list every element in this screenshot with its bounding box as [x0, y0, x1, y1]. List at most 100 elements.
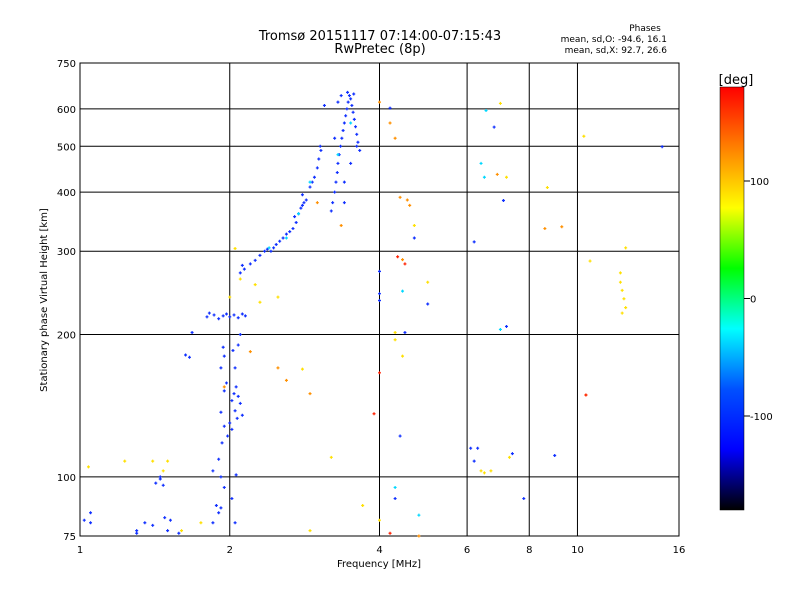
data-point — [238, 277, 242, 281]
data-point — [495, 172, 499, 176]
x-axis-ticks: 1 2 4 6 8 10 16 — [77, 545, 686, 556]
data-point — [417, 534, 421, 538]
data-point — [329, 209, 333, 213]
x-tick-label: 4 — [376, 545, 382, 556]
data-point — [588, 259, 592, 263]
data-point — [403, 330, 407, 334]
data-point — [393, 497, 397, 501]
data-point — [378, 518, 381, 522]
y-tick-label: 300 — [57, 247, 76, 258]
data-point — [620, 288, 624, 292]
data-point — [187, 355, 191, 359]
colorbar-label: [deg] — [719, 73, 754, 88]
data-point — [319, 148, 323, 152]
data-point — [265, 247, 269, 251]
data-point — [560, 225, 564, 229]
stats-line-x: mean, sd,X: 92.7, 26.6 — [565, 46, 668, 56]
data-point — [212, 313, 216, 317]
colorbar-gradient — [719, 86, 745, 511]
data-point — [315, 166, 319, 170]
data-point — [253, 283, 257, 287]
data-point — [151, 523, 155, 527]
data-point — [177, 531, 181, 535]
data-point — [234, 473, 238, 477]
data-point — [199, 521, 203, 525]
data-point — [308, 529, 312, 533]
data-point — [308, 180, 312, 184]
data-point — [217, 317, 221, 321]
data-point — [300, 193, 304, 197]
data-point — [482, 175, 486, 179]
data-point — [507, 455, 511, 459]
data-point — [342, 201, 346, 205]
data-point — [228, 421, 232, 425]
data-point — [253, 258, 257, 262]
data-point — [624, 246, 628, 250]
data-point — [161, 469, 165, 473]
data-point — [308, 185, 312, 189]
x-tick-label: 16 — [673, 545, 686, 556]
data-point — [339, 144, 343, 148]
data-point — [233, 409, 237, 413]
data-point — [342, 121, 346, 125]
data-point — [660, 145, 664, 149]
data-point — [222, 485, 226, 489]
data-point — [426, 280, 430, 284]
y-tick-label: 200 — [57, 331, 76, 342]
data-point — [341, 128, 345, 132]
data-point — [403, 262, 407, 266]
data-point — [219, 410, 223, 414]
data-point — [329, 455, 333, 459]
data-point — [221, 314, 225, 318]
data-point — [230, 497, 234, 501]
data-point — [393, 485, 397, 489]
data-point — [243, 314, 247, 318]
data-point — [405, 198, 409, 202]
stats-line-o: mean, sd,O: -94.6, 16.1 — [561, 35, 667, 45]
data-point — [166, 529, 170, 533]
data-point — [228, 315, 232, 319]
chart-title: Tromsø 20151117 07:14:00-07:15:43 — [258, 29, 501, 44]
data-point — [220, 441, 224, 445]
data-point — [304, 198, 308, 202]
data-point — [135, 531, 139, 535]
data-point — [372, 412, 376, 416]
data-point — [412, 236, 416, 240]
data-point — [284, 236, 288, 240]
data-point — [284, 232, 288, 236]
data-point — [624, 306, 628, 310]
colorbar-tick-label: 0 — [750, 295, 756, 306]
y-axis-ticks: 75 100 200 300 400 500 600 750 — [57, 59, 76, 543]
data-point — [274, 242, 278, 246]
data-point — [620, 311, 624, 315]
data-point — [205, 315, 209, 319]
data-point — [489, 469, 493, 473]
data-point — [378, 100, 381, 104]
data-point — [388, 106, 392, 110]
data-point — [335, 171, 339, 175]
data-point — [336, 100, 340, 104]
data-point — [154, 481, 158, 485]
data-point — [190, 330, 194, 334]
data-point — [618, 271, 622, 275]
x-tick-label: 10 — [571, 545, 584, 556]
data-point — [361, 504, 365, 508]
data-point — [163, 516, 167, 520]
data-point — [238, 333, 242, 337]
data-point — [276, 366, 280, 370]
data-point — [219, 366, 223, 370]
colorbar-tick-label: -100 — [750, 412, 773, 423]
data-point — [276, 295, 280, 299]
data-point — [234, 385, 238, 389]
data-point — [622, 297, 626, 301]
data-point — [472, 459, 476, 463]
x-tick-label: 2 — [227, 545, 233, 556]
data-point — [333, 190, 337, 194]
data-point — [300, 203, 304, 207]
data-point — [308, 392, 312, 396]
data-point — [484, 109, 488, 113]
data-point — [233, 521, 237, 525]
x-tick-label: 8 — [526, 545, 532, 556]
data-point — [426, 302, 430, 306]
data-point — [378, 299, 381, 303]
